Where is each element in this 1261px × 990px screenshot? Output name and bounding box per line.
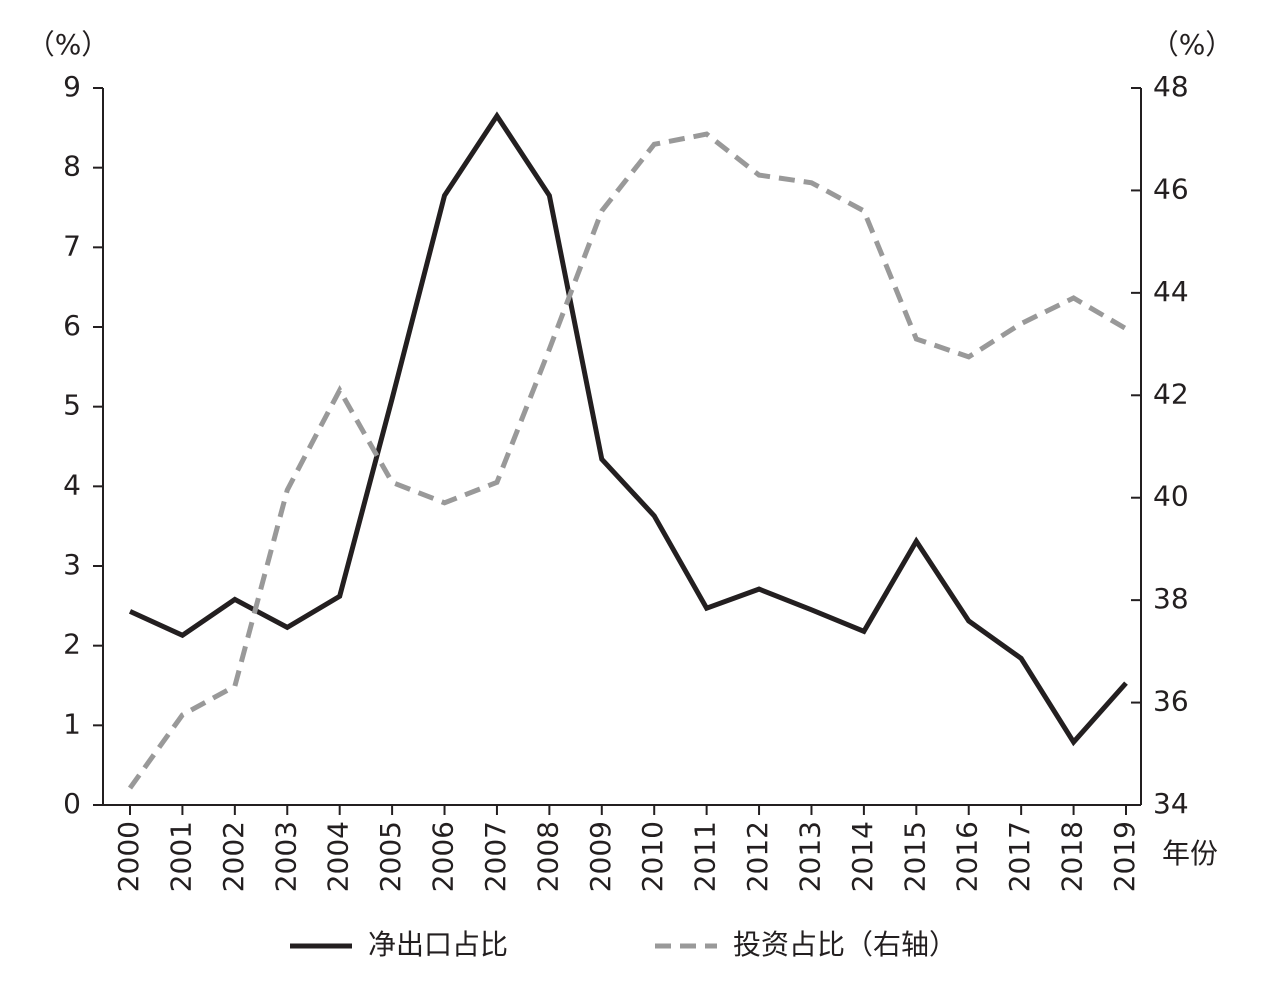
y2-tick-label: 38: [1153, 582, 1189, 615]
y-tick-label: 9: [63, 70, 81, 103]
x-tick-label: 2013: [793, 821, 826, 892]
x-tick-label: 2001: [164, 821, 197, 892]
y-tick-label: 4: [63, 468, 81, 501]
x-tick-label: 2008: [531, 821, 564, 892]
x-tick-label: 2015: [898, 821, 931, 892]
y-tick-label: 5: [63, 389, 81, 422]
x-label: 年份: [1162, 837, 1218, 870]
series-line: [127, 131, 1128, 790]
y-tick-label: 6: [63, 309, 81, 342]
x-tick-label: 2004: [322, 821, 355, 892]
y-tick-label: 1: [63, 707, 81, 740]
x-tick-label: 2017: [1003, 821, 1036, 892]
x-tick-label: 2006: [427, 821, 460, 892]
y-unit: （%）: [27, 28, 110, 61]
y2-tick-label: 44: [1153, 275, 1189, 308]
y-tick-label: 3: [63, 548, 81, 581]
x-tick-label: 2011: [689, 821, 722, 892]
series-line: [128, 111, 1128, 747]
x-tick-label: 2019: [1108, 821, 1141, 892]
y-tick-label: 2: [63, 628, 81, 661]
y2-tick-label: 46: [1153, 172, 1189, 205]
x-tick-label: 2000: [112, 821, 145, 892]
y2-tick-label: 34: [1153, 787, 1189, 820]
y2-tick-label: 48: [1153, 70, 1189, 103]
x-tick-label: 2009: [584, 821, 617, 892]
x-tick-label: 2014: [846, 821, 879, 892]
x-tick-label: 2003: [269, 821, 302, 892]
y2-tick-label: 36: [1153, 685, 1189, 718]
y-tick-label: 8: [63, 150, 81, 183]
y2-tick-label: 42: [1153, 377, 1189, 410]
x-tick-label: 2012: [741, 821, 774, 892]
x-tick-label: 2018: [1056, 821, 1089, 892]
y2-tick-label: 40: [1153, 480, 1189, 513]
y-tick-label: 0: [63, 787, 81, 820]
x-tick-label: 2016: [951, 821, 984, 892]
legend-label: 净出口占比: [368, 928, 508, 961]
x-tick-label: 2010: [636, 821, 669, 892]
y-tick-label: 7: [63, 229, 81, 262]
x-tick-label: 2007: [479, 821, 512, 892]
y2-unit: （%）: [1151, 28, 1234, 61]
x-tick-label: 2002: [217, 821, 250, 892]
legend-label: 投资占比（右轴）: [733, 928, 957, 961]
x-tick-label: 2005: [374, 821, 407, 892]
